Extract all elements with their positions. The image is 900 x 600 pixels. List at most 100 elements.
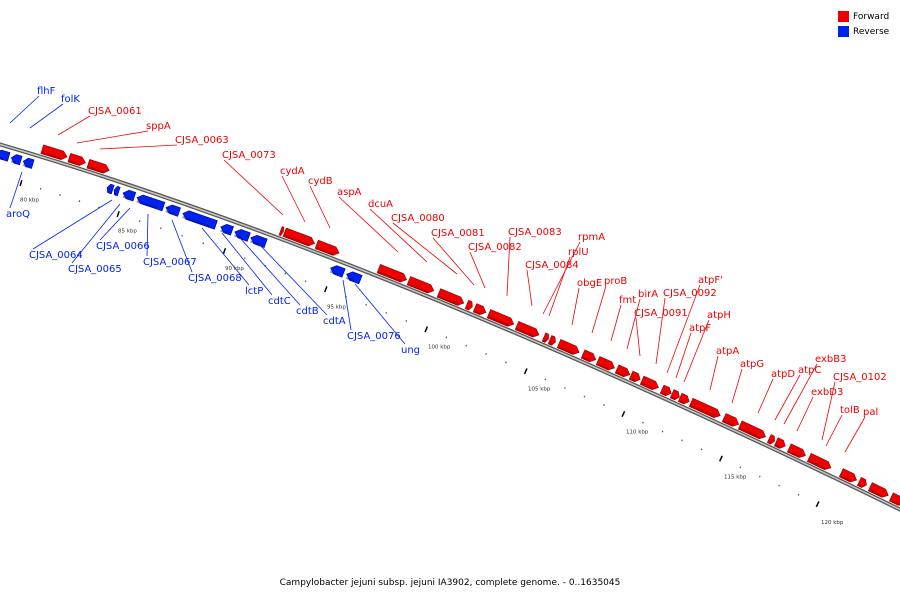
gene-label-dcua[interactable]: dcuA [368, 199, 393, 210]
tick-label: 110 kbp [626, 430, 649, 436]
gene-arrow-cjsa-0081[interactable] [464, 299, 474, 311]
gene-label-cjsa-0082[interactable]: CJSA_0082 [468, 242, 522, 253]
gene-arrow-cjsa-0068[interactable] [181, 209, 218, 230]
gene-label-cjsa-0091[interactable]: CJSA_0091 [634, 308, 688, 319]
gene-arrow-cjsa-0082[interactable] [472, 303, 488, 317]
gene-label-cjsa-0102[interactable]: CJSA_0102 [833, 372, 887, 383]
gene-label-atpd[interactable]: atpD [771, 369, 795, 380]
gene-label-exbd3[interactable]: exbD3 [811, 387, 843, 398]
gene-arrow-cjsa-0083[interactable] [486, 309, 515, 329]
gene-arrow-cjsa-0076[interactable] [329, 264, 346, 278]
gene-arrow-cdtc[interactable] [233, 228, 251, 242]
gene-arrow-atpa[interactable] [688, 397, 722, 419]
gene-label-cdta[interactable]: cdtA [323, 316, 346, 327]
leader-atph [683, 319, 710, 383]
gene-label-cjsa-0083[interactable]: CJSA_0083 [508, 227, 562, 238]
gene-arrow-cjsa-0080[interactable] [436, 288, 465, 308]
gene-label-cjsa-0081[interactable]: CJSA_0081 [431, 228, 485, 239]
gene-label-pal[interactable]: pal [863, 407, 878, 418]
gene-label-bira[interactable]: birA [638, 289, 658, 300]
gene-label-fmt[interactable]: fmt [619, 295, 636, 306]
gene-label-tolb[interactable]: tolB [840, 405, 860, 416]
gene-label-exbb3[interactable]: exbB3 [815, 354, 846, 365]
gene-arrow-aroq[interactable] [22, 157, 35, 169]
gene-arrow-ung[interactable] [345, 270, 363, 285]
gene-label-atpf[interactable]: atpF' [698, 275, 723, 286]
gene-label-sppa[interactable]: sppA [146, 121, 171, 132]
gene-arrow-cjsa-0073[interactable] [278, 226, 285, 236]
gene-label-cjsa-0092[interactable]: CJSA_0092 [663, 288, 717, 299]
leader-cjsa-0080 [392, 222, 458, 275]
gene-arrow-cjsa-0066[interactable] [122, 189, 137, 202]
gene-label-atpf[interactable]: atpF [689, 323, 711, 334]
gene-arrow-cjsa-0091[interactable] [628, 370, 642, 383]
gene-label-cdtb[interactable]: cdtB [296, 306, 319, 317]
gene-label-cydb[interactable]: cydB [308, 176, 333, 187]
gene-arrow-atpf[interactable] [659, 384, 673, 397]
gene-arrow-bira[interactable] [614, 364, 631, 379]
gene-label-cjsa-0066[interactable]: CJSA_0066 [96, 241, 150, 252]
gene-arrow-sppa[interactable] [67, 153, 87, 167]
gene-arrow-aroq[interactable] [10, 153, 23, 166]
gene-label-ung[interactable]: ung [401, 345, 420, 356]
gene-label-cjsa-0080[interactable]: CJSA_0080 [391, 213, 445, 224]
gene-arrow-exbd3[interactable] [786, 443, 807, 460]
gene-arrow-cjsa-0061[interactable] [40, 144, 68, 161]
gene-arrow-atpd[interactable] [737, 420, 767, 441]
gene-arrow-atpc[interactable] [766, 434, 776, 445]
gene-label-atpa[interactable]: atpA [716, 346, 739, 357]
gene-arrow-aroq[interactable] [0, 149, 11, 162]
gene-arrow-pal[interactable] [856, 476, 868, 489]
gene-arrow-atpf[interactable] [669, 389, 681, 402]
gene-label-cjsa-0073[interactable]: CJSA_0073 [222, 150, 276, 161]
gene-label-cjsa-0084[interactable]: CJSA_0084 [525, 260, 579, 271]
gene-arrow-aspa[interactable] [376, 264, 408, 283]
gene-arrow-cjsa-0092[interactable] [639, 375, 660, 392]
minor-tick [564, 386, 566, 389]
gene-label-prob[interactable]: proB [604, 276, 627, 287]
gene-label-cjsa-0064[interactable]: CJSA_0064 [29, 250, 83, 261]
gene-arrow-tolb[interactable] [838, 468, 858, 484]
gene-arrow-cjsa-0065[interactable] [113, 185, 121, 197]
gene-label-cjsa-0068[interactable]: CJSA_0068 [188, 273, 242, 284]
gene-label-atpg[interactable]: atpG [740, 359, 764, 370]
gene-arrow-cjsa-0084[interactable] [514, 320, 541, 339]
gene-arrow-cdtb[interactable] [249, 234, 268, 248]
gene-label-cyda[interactable]: cydA [280, 166, 305, 177]
gene-label-flhf[interactable]: flhF [37, 86, 56, 97]
gene-label-rplu[interactable]: rplU [568, 247, 589, 258]
gene-arrow-pal[interactable] [888, 492, 900, 508]
gene-label-cjsa-0061[interactable]: CJSA_0061 [88, 106, 142, 117]
gene-arrow-pal[interactable] [867, 482, 890, 500]
gene-arrow-cyda[interactable] [282, 227, 316, 248]
gene-label-cjsa-0076[interactable]: CJSA_0076 [347, 331, 401, 342]
gene-arrow-rplu[interactable] [547, 335, 557, 347]
gene-arrow-atpg[interactable] [721, 413, 740, 428]
gene-label-cdtc[interactable]: cdtC [268, 296, 291, 307]
gene-label-folk[interactable]: folK [61, 94, 80, 105]
gene-arrow-atph[interactable] [677, 392, 691, 405]
gene-arrow-fmt[interactable] [595, 356, 616, 372]
gene-label-atph[interactable]: atpH [707, 310, 731, 321]
gene-label-rpma[interactable]: rpmA [578, 232, 605, 243]
gene-label-cjsa-0065[interactable]: CJSA_0065 [68, 264, 122, 275]
gene-arrow-lctp[interactable] [219, 223, 234, 236]
gene-arrow-exbb3[interactable] [773, 437, 787, 450]
gene-label-atpc[interactable]: atpC [798, 365, 821, 376]
gene-arrow-obge[interactable] [556, 339, 581, 356]
gene-arrow-cjsa-0063[interactable] [86, 159, 111, 174]
gene-label-lctp[interactable]: lctP [245, 286, 263, 297]
gene-label-obge[interactable]: obgE [577, 278, 602, 289]
gene-arrow-cydb[interactable] [314, 239, 341, 257]
gene-arrow-rpma[interactable] [541, 332, 550, 343]
gene-label-cjsa-0063[interactable]: CJSA_0063 [175, 135, 229, 146]
gene-label-aspa[interactable]: aspA [337, 187, 362, 198]
gene-label-cjsa-0067[interactable]: CJSA_0067 [143, 257, 197, 268]
gene-arrow-cjsa-0064[interactable] [106, 183, 115, 195]
gene-arrow-cjsa-0102[interactable] [806, 452, 833, 471]
gene-arrow-dcua[interactable] [406, 276, 435, 294]
gene-arrow-cjsa-0068[interactable] [164, 203, 181, 217]
gene-label-aroq[interactable]: aroQ [6, 209, 30, 220]
gene-arrow-prob[interactable] [580, 349, 597, 364]
gene-arrow-cjsa-0067[interactable] [136, 193, 166, 212]
